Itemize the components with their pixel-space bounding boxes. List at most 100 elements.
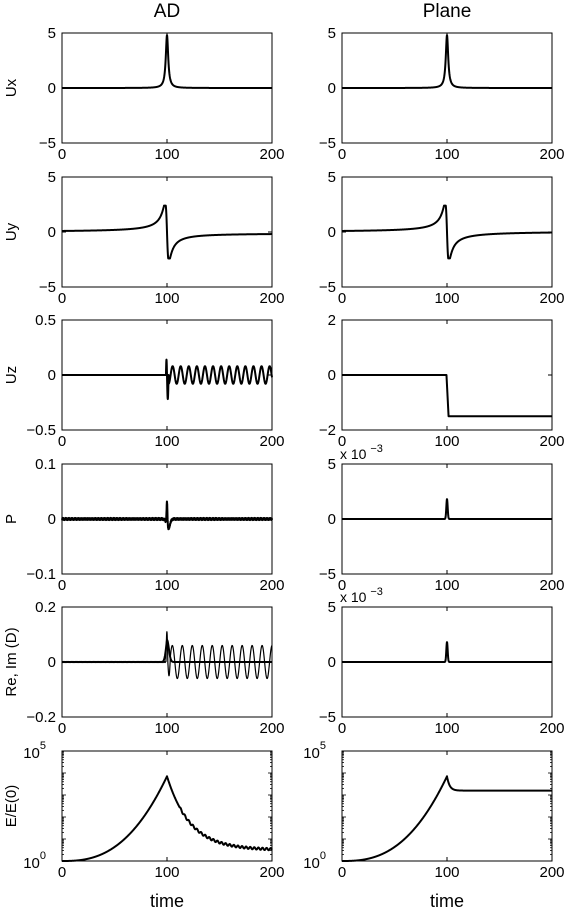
y-tick-label: 5 — [48, 25, 56, 42]
y-tick-label: −5 — [39, 279, 56, 296]
y-tick-label: 0 — [328, 80, 336, 97]
y-tick-label: −0.2 — [26, 709, 56, 726]
x-tick-label: 0 — [58, 290, 66, 307]
x-tick-label: 100 — [434, 577, 459, 594]
y-tick-label: 5 — [328, 25, 336, 42]
x-axis-label: time — [150, 891, 184, 911]
y-tick-label: 105 — [23, 740, 46, 762]
x-tick-label: 200 — [539, 720, 564, 737]
series-line — [61, 775, 273, 862]
y-tick-label: 2 — [328, 312, 336, 329]
series-line — [341, 34, 553, 89]
x-tick-label: 100 — [434, 720, 459, 737]
series-line — [61, 358, 273, 401]
y-tick-label: 5 — [328, 456, 336, 473]
y-tick-label: −5 — [319, 709, 336, 726]
y-tick-label: 0 — [48, 367, 56, 384]
plot-frame — [61, 750, 273, 862]
column-title: AD — [154, 1, 180, 22]
y-tick-label: 100 — [23, 850, 46, 872]
y-tick-label: −2 — [319, 422, 336, 439]
x-tick-label: 200 — [259, 864, 284, 881]
series-line — [61, 204, 273, 260]
y-axis-label: Uy — [3, 222, 20, 241]
y-axis-label: P — [3, 514, 20, 524]
x-tick-label: 100 — [154, 433, 179, 450]
x-tick-label: 200 — [539, 577, 564, 594]
y-tick-label: −5 — [319, 566, 336, 583]
x-tick-label: 100 — [154, 146, 179, 163]
x-tick-label: 0 — [338, 146, 346, 163]
series-line — [341, 641, 553, 663]
x-tick-label: 0 — [58, 433, 66, 450]
y-tick-label: 0 — [48, 80, 56, 97]
y-tick-label: −0.1 — [26, 566, 56, 583]
series-line — [61, 34, 273, 89]
y-axis-label: Re, Im (D) — [3, 627, 20, 696]
x-tick-label: 100 — [154, 720, 179, 737]
chart-panel: 0 100 200 105 100 time — [303, 740, 564, 911]
plot-frame — [341, 750, 553, 862]
y-tick-label: 5 — [48, 169, 56, 186]
y-tick-label: −5 — [319, 279, 336, 296]
x-tick-label: 0 — [58, 720, 66, 737]
x-tick-label: 0 — [338, 290, 346, 307]
x-tick-label: 100 — [154, 290, 179, 307]
x-tick-label: 200 — [539, 864, 564, 881]
series-line — [61, 639, 273, 663]
series-line — [341, 775, 553, 862]
x-tick-label: 100 — [434, 433, 459, 450]
y-tick-label: 105 — [303, 740, 326, 762]
y-tick-label: 100 — [303, 850, 326, 872]
y-axis-label: E/E(0) — [3, 785, 20, 828]
x-tick-label: 100 — [434, 864, 459, 881]
y-tick-label: 0 — [328, 367, 336, 384]
x-tick-label: 200 — [539, 290, 564, 307]
y-tick-label: −5 — [39, 135, 56, 152]
y-tick-label: 0 — [48, 654, 56, 671]
x-tick-label: 100 — [154, 577, 179, 594]
x-tick-label: 200 — [259, 146, 284, 163]
x-tick-label: 0 — [338, 864, 346, 881]
y-tick-label: 5 — [328, 169, 336, 186]
y-tick-label: −5 — [319, 135, 336, 152]
x-tick-label: 0 — [58, 864, 66, 881]
y-tick-label: 0.5 — [35, 312, 56, 329]
x-tick-label: 0 — [58, 146, 66, 163]
x-tick-label: 100 — [434, 290, 459, 307]
series-line — [341, 204, 553, 260]
y-axis-label: Uz — [3, 366, 20, 384]
y-tick-label: 0 — [48, 224, 56, 241]
x-tick-label: 100 — [154, 864, 179, 881]
y-tick-label: 0 — [328, 654, 336, 671]
x-tick-label: 0 — [338, 577, 346, 594]
y-tick-label: 0.1 — [35, 456, 56, 473]
x-tick-label: 100 — [434, 146, 459, 163]
y-tick-label: 0 — [328, 224, 336, 241]
series-line — [61, 500, 273, 531]
axis-multiplier: x 10 −3 — [340, 586, 383, 605]
x-tick-label: 200 — [539, 433, 564, 450]
x-tick-label: 0 — [58, 577, 66, 594]
y-tick-label: 0 — [328, 511, 336, 528]
x-tick-label: 0 — [338, 720, 346, 737]
axis-multiplier: x 10 −3 — [340, 443, 383, 462]
chart-panel: 0 100 200 105 100 E/E(0) time — [3, 740, 285, 911]
x-tick-label: 200 — [259, 720, 284, 737]
y-tick-label: −0.5 — [26, 422, 56, 439]
y-axis-label: Ux — [3, 78, 20, 97]
x-tick-label: 200 — [259, 290, 284, 307]
x-tick-label: 0 — [338, 433, 346, 450]
y-tick-label: 5 — [328, 599, 336, 616]
x-tick-label: 200 — [539, 146, 564, 163]
